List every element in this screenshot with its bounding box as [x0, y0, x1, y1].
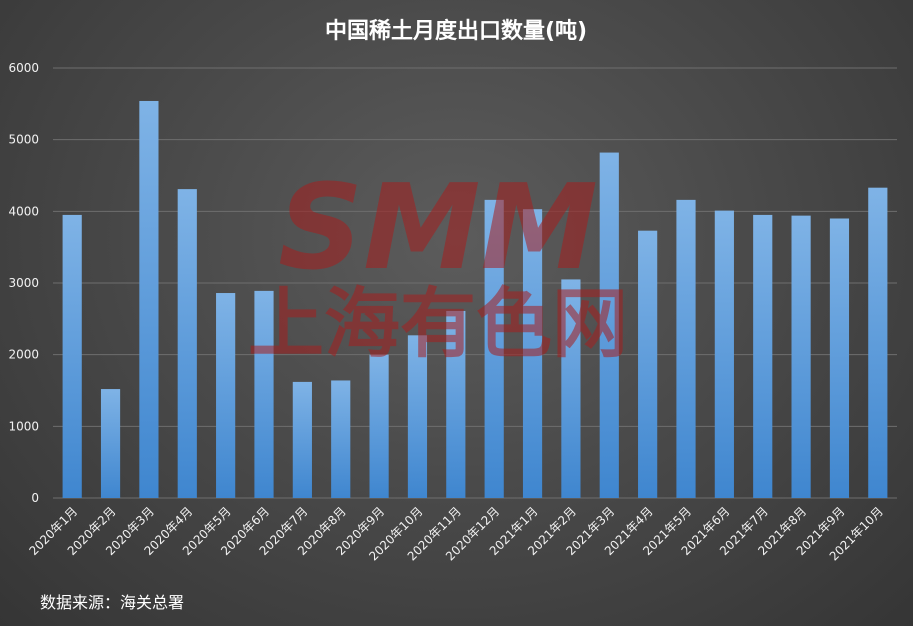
bar: [676, 199, 696, 498]
bar: [714, 210, 734, 498]
bar: [177, 189, 197, 498]
bars: [62, 100, 888, 499]
watermark-chinese: 上海有色网: [248, 279, 628, 368]
bar: [139, 100, 159, 498]
bar: [216, 293, 236, 498]
watermark: SMM 上海有色网: [248, 158, 628, 368]
bar: [753, 214, 773, 498]
y-tick-label: 4000: [8, 204, 39, 218]
bar: [484, 199, 504, 498]
bar: [868, 187, 888, 498]
y-tick-label: 3000: [8, 276, 39, 290]
bar: [599, 152, 619, 499]
bar: [561, 279, 581, 498]
bar: [331, 380, 351, 498]
y-tick-label: 0: [31, 491, 39, 505]
bar: [522, 209, 543, 498]
y-tick-label: 6000: [8, 61, 39, 75]
x-axis-ticks: 2020年1月2020年2月2020年3月2020年4月2020年5月2020年…: [26, 504, 886, 563]
source-note: 数据来源：海关总署: [40, 593, 184, 612]
bar: [791, 215, 811, 498]
bar: [369, 354, 389, 498]
bar: [638, 230, 658, 498]
bar: [446, 310, 466, 498]
watermark-brand: SMM: [278, 158, 598, 296]
y-tick-label: 1000: [8, 419, 39, 433]
bar: [100, 389, 121, 498]
y-tick-label: 5000: [8, 133, 39, 147]
bar: [62, 214, 82, 498]
bar: [254, 290, 274, 498]
bar: [407, 335, 428, 498]
bar: [829, 218, 850, 498]
bar: [292, 381, 312, 498]
chart-title: 中国稀土月度出口数量(吨): [325, 18, 587, 44]
y-tick-label: 2000: [8, 348, 39, 362]
y-axis-ticks: 0 1000 2000 3000 4000 5000 6000: [8, 61, 39, 505]
